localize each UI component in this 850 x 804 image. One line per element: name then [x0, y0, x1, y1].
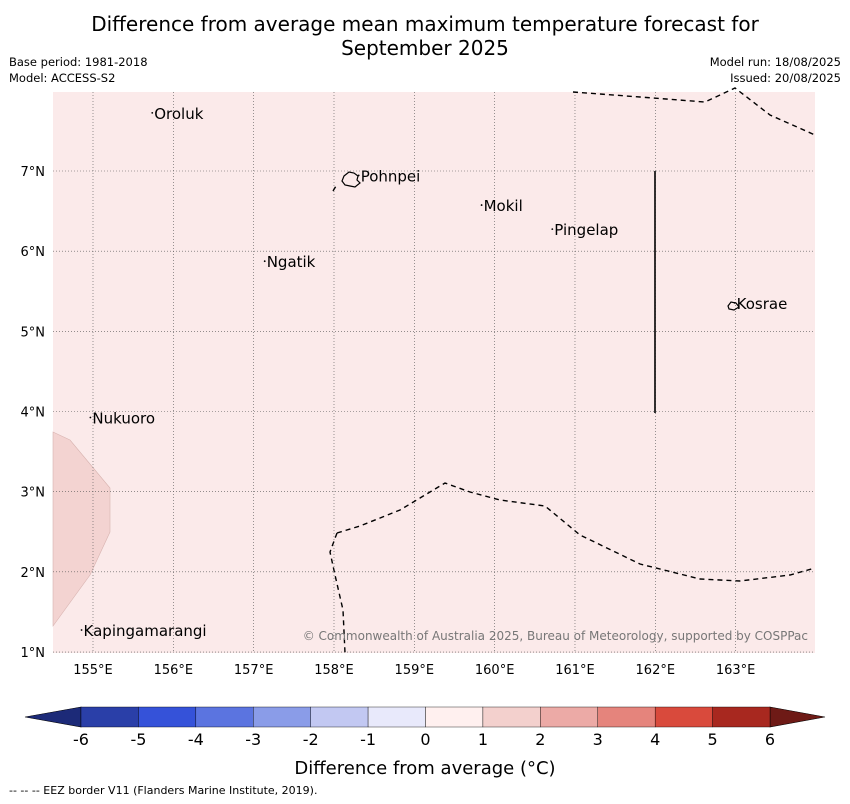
colorbar-tick-label: -3 — [245, 730, 261, 749]
lon-tick-label: 163°E — [716, 663, 756, 678]
colorbar-low-extend — [24, 706, 82, 728]
eez-borders — [329, 87, 816, 654]
base-period: Base period: 1981-2018 — [9, 55, 148, 69]
place-label: Pingelap — [554, 221, 618, 239]
lat-tick-label: 5°N — [21, 325, 46, 340]
eez-border-north — [572, 87, 816, 136]
lon-tick-label: 160°E — [475, 663, 515, 678]
lon-tick-label: 155°E — [73, 663, 113, 678]
lon-tick-label: 158°E — [314, 663, 354, 678]
eez-border-south-east — [336, 482, 816, 582]
map-title: Difference from average mean maximum tem… — [0, 12, 850, 60]
colorbar-high-extend — [769, 706, 826, 728]
shaded-anomaly-region — [52, 431, 111, 627]
place-label: Nukuoro — [92, 410, 155, 428]
place-label: Kapingamarangi — [84, 622, 207, 640]
colorbar-tick-label: -4 — [188, 730, 204, 749]
place-label: Ngatik — [267, 253, 316, 271]
place-label: Pohnpei — [361, 167, 421, 185]
place-marker — [89, 416, 92, 419]
lat-tick-label: 7°N — [21, 165, 46, 180]
meta-right: Model run: 18/08/2025 Issued: 20/08/2025 — [710, 54, 841, 86]
colorbar-tick-label: 5 — [707, 730, 717, 749]
colorbar-swatch — [712, 706, 771, 728]
lat-tick-label: 2°N — [21, 566, 46, 581]
place-marker — [263, 260, 266, 263]
colorbar-swatch — [597, 706, 656, 728]
colorbar-tick-label: 4 — [650, 730, 660, 749]
kosrae-island — [727, 301, 740, 311]
lon-tick-label: 161°E — [555, 663, 595, 678]
place-marker — [80, 629, 83, 631]
place-label: Kosrae — [737, 295, 788, 313]
colorbar-tick-label: -2 — [303, 730, 319, 749]
colorbar-swatch — [253, 706, 311, 728]
colorbar-swatch — [482, 706, 541, 728]
footer-note: -- -- -- EEZ border V11 (Flanders Marine… — [9, 784, 318, 797]
place-marker — [151, 111, 154, 114]
model-run: Model run: 18/08/2025 — [709, 55, 841, 69]
colorbar-tick-label: -1 — [360, 730, 376, 749]
colorbar-label: Difference from average (°C) — [294, 758, 555, 779]
lon-tick-label: 156°E — [154, 663, 194, 678]
lon-tick-label: 159°E — [395, 663, 435, 678]
colorbar-tick-label: 0 — [420, 730, 430, 749]
lat-tick-label: 4°N — [21, 406, 46, 421]
pohnpei-island — [341, 171, 361, 188]
lon-tick-label: 157°E — [234, 663, 274, 678]
colorbar-tick-label: -5 — [130, 730, 146, 749]
graticule — [53, 92, 815, 653]
issued-date: Issued: 20/08/2025 — [730, 71, 841, 85]
colorbar-swatch — [425, 706, 484, 728]
colorbar-swatch — [540, 706, 598, 728]
place-label: Mokil — [484, 197, 523, 215]
colorbar-tick-label: 2 — [535, 730, 545, 749]
colorbar-tick-label: 1 — [478, 730, 488, 749]
copyright-text: © Commonwealth of Australia 2025, Bureau… — [303, 629, 808, 643]
place-labels: Oroluk Pohnpei Mokil Pingelap Ngatik Kosrae Nu… — [80, 105, 788, 640]
model-name: Model: ACCESS-S2 — [9, 71, 116, 85]
longitude-axis: 155°E 156°E 157°E 158°E 159°E 160°E 161°E 162°E… — [73, 663, 755, 678]
colorbar-tick-label: -6 — [73, 730, 89, 749]
title-line-2: September 2025 — [341, 36, 509, 60]
colorbar-tick-label: 3 — [593, 730, 603, 749]
colorbar-swatch — [80, 706, 139, 728]
place-marker — [733, 301, 736, 304]
eez-border-south-west — [329, 532, 346, 654]
colorbar-tick-label: 6 — [765, 730, 775, 749]
title-line-1: Difference from average mean maximum tem… — [91, 12, 759, 36]
lat-tick-label: 1°N — [21, 646, 46, 661]
map-panel: Oroluk Pohnpei Mokil Pingelap Ngatik Kosrae Nu… — [21, 87, 816, 678]
lat-tick-label: 3°N — [21, 486, 46, 501]
colorbar-swatch — [195, 706, 254, 728]
place-marker — [480, 204, 483, 206]
map-background — [53, 92, 815, 653]
lon-tick-label: 162°E — [636, 663, 676, 678]
colorbar-swatch — [310, 706, 369, 728]
colorbar: -6 -5 -4 -3 -2 -1 0 1 2 3 4 5 6 — [24, 706, 826, 749]
colorbar-swatch — [654, 706, 713, 728]
eez-border-fragment — [332, 185, 337, 192]
colorbar-swatch — [138, 706, 197, 728]
place-label: Oroluk — [154, 105, 203, 123]
place-marker — [357, 174, 360, 177]
latitude-axis: 7°N 6°N 5°N 4°N 3°N 2°N 1°N — [21, 165, 46, 661]
lat-tick-label: 6°N — [21, 245, 46, 260]
meta-left: Base period: 1981-2018 Model: ACCESS-S2 — [9, 54, 148, 86]
place-marker — [551, 228, 554, 231]
colorbar-swatch — [367, 706, 426, 728]
